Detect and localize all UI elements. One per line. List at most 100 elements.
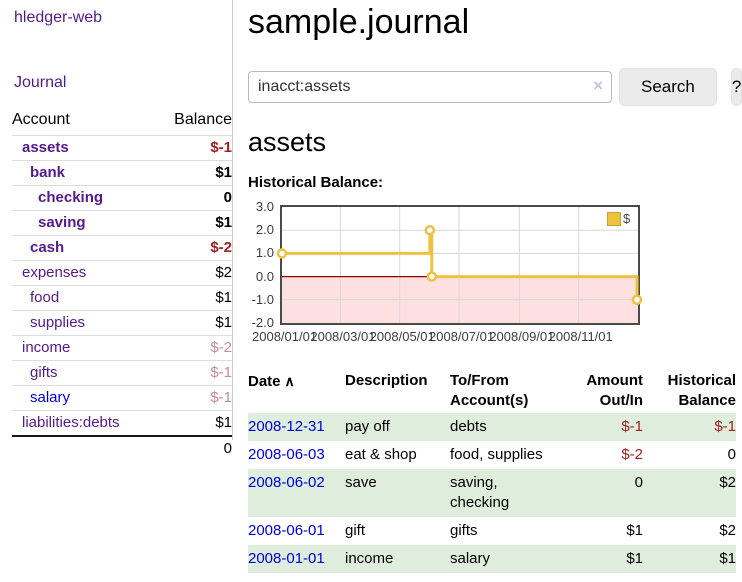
account-link[interactable]: cash: [30, 239, 65, 256]
register-accounts-cell: saving, checking: [450, 474, 510, 511]
register-date-cell: 2008-06-01: [248, 517, 345, 545]
account-row: supplies $1: [12, 310, 232, 336]
y-axis-tick-label: 0.0: [255, 269, 274, 284]
account-balance: $-1: [155, 360, 232, 386]
transaction-date-link[interactable]: 2008-06-02: [248, 474, 325, 491]
accounts-table-header: Account Balance: [12, 107, 232, 136]
account-row: cash $-2: [12, 235, 232, 261]
data-point-marker[interactable]: [426, 271, 438, 282]
account-link[interactable]: liabilities:debts: [22, 414, 120, 431]
column-header-amount: Amount Out/In: [586, 372, 643, 409]
main-content: sample.journal × Search ? assets Histori…: [248, 0, 742, 573]
accounts-total-spacer: [12, 435, 156, 461]
account-link[interactable]: food: [30, 289, 60, 306]
register-amount-cell: $1: [626, 522, 643, 539]
help-button[interactable]: ?: [730, 68, 742, 106]
transaction-date-link[interactable]: 2008-06-03: [248, 446, 325, 463]
register-table: Date ∧ Description To/From Account(s) Amo…: [248, 369, 736, 573]
register-date-cell: 2008-06-03: [248, 441, 345, 469]
account-link[interactable]: checking: [38, 189, 104, 206]
sidebar-item-journal[interactable]: Journal: [14, 74, 67, 91]
register-date-cell: 2008-12-31: [248, 413, 345, 441]
account-balance: $1: [155, 285, 232, 311]
account-balance: $-1: [155, 385, 232, 411]
account-balance: $2: [155, 260, 232, 286]
account-link[interactable]: supplies: [30, 314, 86, 331]
account-row: income $-2: [12, 335, 232, 361]
register-balance-cell: $-1: [714, 418, 736, 435]
x-axis-tick-label: 2008/07/01: [429, 329, 495, 344]
register-date-cell: 2008-06-02: [248, 469, 345, 517]
account-link[interactable]: expenses: [22, 264, 87, 281]
account-balance: 0: [155, 185, 232, 211]
register-accounts-cell: debts: [450, 418, 487, 435]
x-axis-tick-label: 2008/05/01: [369, 329, 435, 344]
account-row: saving $1: [12, 210, 232, 236]
account-page-title: assets: [248, 127, 327, 157]
search-button[interactable]: Search: [619, 68, 717, 106]
legend-series-label: $: [623, 211, 631, 226]
register-accounts-cell: salary: [450, 550, 491, 567]
y-axis-tick-label: 2.0: [255, 222, 274, 237]
account-balance: $1: [155, 210, 232, 236]
app-title-link[interactable]: hledger-web: [14, 9, 103, 26]
register-date-cell: 2008-01-01: [248, 545, 345, 573]
account-row: expenses $2: [12, 260, 232, 286]
register-row: 2008-06-01 gift gifts $1 $2: [248, 517, 736, 545]
account-balance: $-2: [155, 335, 232, 361]
account-row: assets $-1: [12, 135, 232, 161]
account-column-header: Account: [12, 111, 70, 128]
account-balance: $-2: [155, 235, 232, 261]
clear-search-icon[interactable]: ×: [593, 76, 603, 95]
register-description-cell: save: [345, 474, 377, 491]
data-point-marker[interactable]: [424, 224, 436, 236]
historical-balance-chart: $ 3.0 2.0 1.0 0.0 -1.0 -2.0 2008/01/01 2008/03/…: [248, 200, 648, 347]
register-description-cell: gift: [345, 522, 366, 539]
data-point-marker[interactable]: [631, 294, 643, 306]
chart-heading: Historical Balance:: [248, 174, 384, 191]
account-link[interactable]: income: [22, 339, 71, 356]
register-description-cell: pay off: [345, 418, 390, 435]
x-axis-tick-label: 2008/01/01: [252, 329, 318, 344]
account-row: gifts $-1: [12, 360, 232, 386]
register-amount-cell: $1: [626, 550, 643, 567]
register-accounts-cell: gifts: [450, 522, 478, 539]
sort-ascending-icon: ∧: [284, 373, 295, 389]
column-header-description: Description: [345, 372, 428, 389]
legend-swatch-icon: [607, 211, 621, 226]
accounts-table: Account Balance assets $-1 bank $1 checking 0…: [12, 107, 232, 461]
account-link[interactable]: assets: [22, 139, 69, 156]
x-axis-tick-label: 2008/03/01: [310, 329, 376, 344]
register-amount-cell: 0: [634, 474, 643, 491]
balance-column-header: Balance: [174, 111, 232, 128]
sidebar: hledger-web Journal Account Balance asse…: [0, 0, 233, 461]
page-title: sample.journal: [248, 3, 470, 41]
balance-chart-svg: [276, 207, 643, 323]
column-header-date[interactable]: Date ∧: [248, 373, 295, 390]
transaction-date-link[interactable]: 2008-06-01: [248, 522, 325, 539]
account-row: checking 0: [12, 185, 232, 211]
account-row: bank $1: [12, 160, 232, 186]
transaction-date-link[interactable]: 2008-01-01: [248, 550, 325, 567]
account-link[interactable]: saving: [38, 214, 86, 231]
search-input[interactable]: [248, 71, 612, 103]
y-axis-tick-label: -2.0: [251, 315, 274, 330]
register-row: 2008-06-03 eat & shop food, supplies $-2 0: [248, 441, 736, 469]
account-link[interactable]: bank: [30, 164, 66, 181]
data-point-marker[interactable]: [276, 248, 288, 259]
transaction-date-link[interactable]: 2008-12-31: [248, 418, 325, 435]
chart-plot-area: [276, 205, 643, 325]
x-axis-tick-label: 2008/11/01: [548, 329, 613, 344]
y-axis-tick-label: 3.0: [255, 199, 274, 214]
account-balance: $-1: [155, 135, 232, 161]
account-row: food $1: [12, 285, 232, 311]
account-link[interactable]: gifts: [30, 364, 58, 381]
register-row: 2008-01-01 income salary $1 $1: [248, 545, 736, 573]
account-link[interactable]: salary: [30, 389, 71, 406]
account-balance: $1: [155, 410, 232, 436]
register-balance-cell: 0: [727, 446, 736, 463]
register-description-cell: income: [345, 550, 394, 567]
column-header-balance: Historical Balance: [667, 372, 736, 409]
search-bar: × Search ?: [248, 68, 742, 106]
accounts-total-balance: 0: [155, 435, 232, 461]
